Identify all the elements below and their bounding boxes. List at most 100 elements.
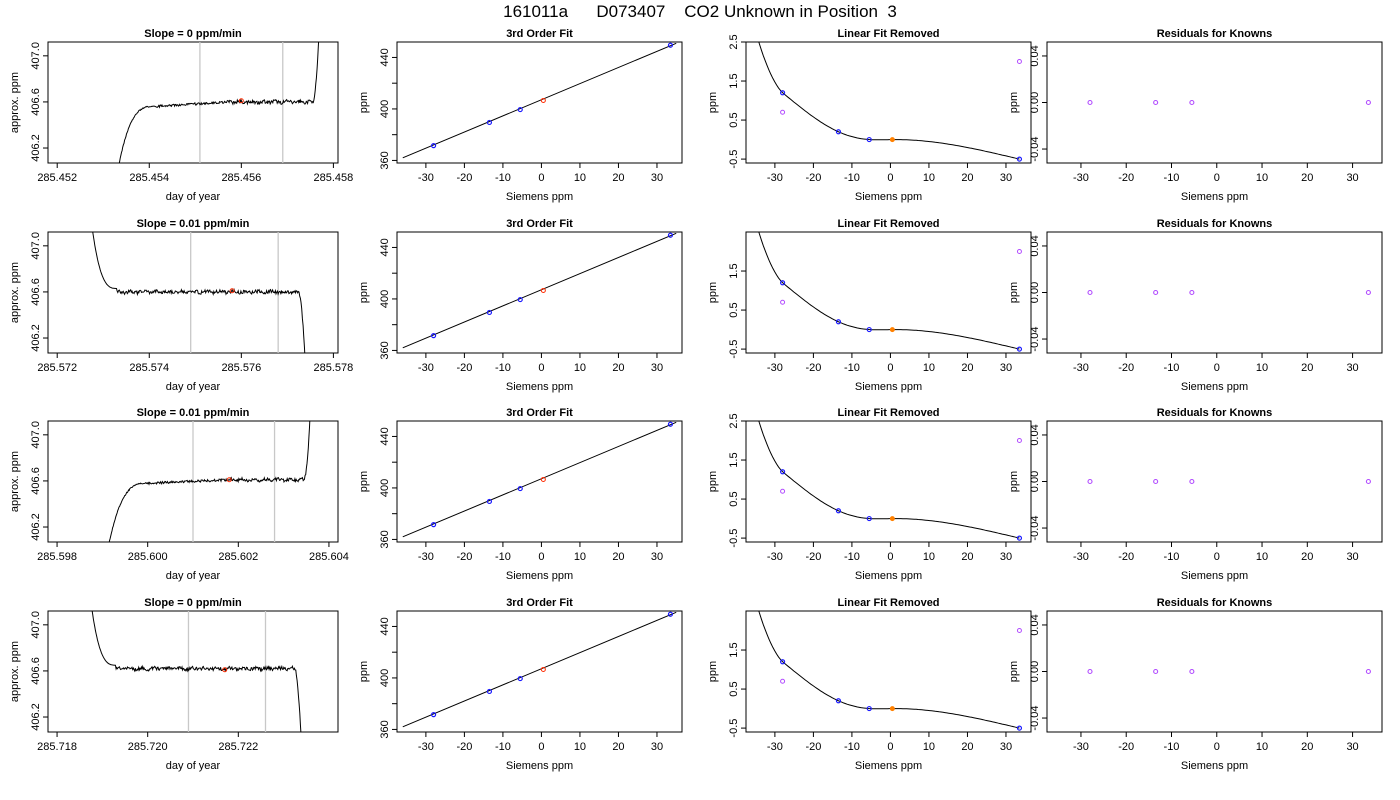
- panel-title: Linear Fit Removed: [837, 28, 939, 40]
- y-tick-label: 400: [379, 100, 391, 118]
- raw-residual-point: [1016, 249, 1022, 255]
- ppm-trace: [108, 421, 311, 542]
- x-tick-label: 0: [887, 362, 893, 374]
- panel-title: Linear Fit Removed: [837, 407, 939, 419]
- x-tick-label: 30: [1346, 741, 1358, 753]
- fit-line: [402, 611, 677, 728]
- x-tick-label: -20: [805, 362, 821, 374]
- x-tick-label: 285.578: [314, 362, 354, 374]
- x-tick-label: 0: [538, 172, 544, 184]
- x-tick-label: -20: [805, 172, 821, 184]
- y-axis-label: ppm: [358, 471, 370, 492]
- panel: Linear Fit Removed -30 -20 -10 0 10 20 30 -0.5 0.…: [707, 407, 1032, 582]
- y-tick-label: 0.00: [1029, 282, 1041, 303]
- y-axis-label: ppm: [1008, 92, 1020, 113]
- y-tick-label: 406.6: [30, 278, 42, 306]
- ppm-trace: [91, 611, 302, 732]
- residual-point: [1365, 289, 1371, 296]
- y-tick-label: 1.5: [728, 452, 740, 467]
- known-point: [835, 319, 842, 325]
- x-tick-label: 10: [923, 551, 935, 563]
- known-point: [779, 90, 786, 96]
- y-axis-label: ppm: [707, 92, 719, 113]
- y-tick-label: -0.04: [1029, 705, 1041, 730]
- fit-line: [402, 421, 677, 538]
- fit-curve: [758, 421, 1020, 539]
- ppm-trace: [92, 232, 306, 353]
- x-tick-label: 0: [1214, 362, 1220, 374]
- raw-residual-point: [780, 109, 786, 115]
- panel: Residuals for Knowns -30 -20 -10 0 10 20 30 -0.0…: [1008, 407, 1383, 582]
- known-point: [779, 280, 786, 286]
- known-point: [430, 333, 437, 339]
- y-tick-label: 0.00: [1029, 661, 1041, 682]
- y-axis-label: ppm: [358, 92, 370, 113]
- known-point: [667, 232, 674, 238]
- x-tick-label: -30: [418, 172, 434, 184]
- plot-frame: [47, 231, 339, 354]
- known-point: [835, 508, 842, 514]
- unknown-point: [889, 706, 895, 712]
- known-point: [517, 675, 523, 682]
- residual-point: [1087, 289, 1093, 296]
- plot-area: [1087, 99, 1371, 106]
- panel-title: Residuals for Knowns: [1157, 407, 1273, 419]
- known-point: [1016, 346, 1023, 352]
- x-tick-label: 20: [612, 741, 624, 753]
- plot-area: [402, 232, 677, 349]
- panel-title: 3rd Order Fit: [506, 597, 573, 609]
- x-tick-label: 10: [1256, 741, 1268, 753]
- y-tick-label: 0.04: [1029, 45, 1041, 66]
- known-point: [517, 485, 523, 492]
- unknown-point: [889, 327, 895, 333]
- known-point: [486, 688, 493, 695]
- x-tick-label: 10: [1256, 551, 1268, 563]
- y-tick-label: 0.5: [728, 491, 740, 506]
- x-tick-label: 30: [1346, 172, 1358, 184]
- x-tick-label: 10: [1256, 362, 1268, 374]
- known-point: [1016, 156, 1023, 162]
- x-axis-label: Siemens ppm: [506, 760, 573, 772]
- x-tick-label: -20: [1118, 741, 1134, 753]
- x-tick-label: 0: [887, 741, 893, 753]
- x-tick-label: -10: [495, 741, 511, 753]
- plot-frame: [396, 610, 683, 733]
- x-tick-label: -30: [767, 172, 783, 184]
- fit-curve: [758, 232, 1020, 350]
- y-tick-label: 400: [379, 669, 391, 687]
- y-tick-label: 440: [379, 238, 391, 256]
- residual-point: [1153, 99, 1159, 106]
- plot-area: [402, 421, 677, 538]
- residual-point: [1189, 289, 1195, 296]
- y-tick-label: 400: [379, 290, 391, 308]
- plot-frame: [1046, 231, 1383, 354]
- y-axis-label: ppm: [707, 661, 719, 682]
- x-tick-label: -20: [456, 362, 472, 374]
- x-tick-label: 20: [961, 741, 973, 753]
- x-axis-label: Siemens ppm: [855, 381, 922, 393]
- x-tick-label: -10: [1164, 362, 1180, 374]
- plot-frame: [47, 41, 339, 164]
- x-axis-label: Siemens ppm: [506, 381, 573, 393]
- y-tick-label: -0.04: [1029, 515, 1041, 540]
- plot-frame: [396, 420, 683, 543]
- x-tick-label: 20: [961, 362, 973, 374]
- x-tick-label: 20: [1301, 551, 1313, 563]
- y-tick-label: 1.5: [728, 642, 740, 657]
- x-tick-label: 20: [612, 172, 624, 184]
- plot-area: [118, 42, 320, 163]
- known-point: [1016, 535, 1023, 541]
- y-tick-label: 407.0: [30, 421, 42, 449]
- panel-title: 3rd Order Fit: [506, 218, 573, 230]
- panel-title: 3rd Order Fit: [506, 28, 573, 40]
- known-point: [430, 522, 437, 528]
- y-axis-label: ppm: [1008, 661, 1020, 682]
- known-point: [517, 106, 523, 113]
- plot-area: [108, 421, 311, 542]
- raw-residual-point: [1016, 59, 1022, 65]
- unknown-mean-point: [222, 667, 228, 673]
- x-tick-label: -10: [844, 362, 860, 374]
- plot-frame: [396, 231, 683, 354]
- y-tick-label: 406.2: [30, 134, 42, 162]
- residual-point: [1365, 478, 1371, 485]
